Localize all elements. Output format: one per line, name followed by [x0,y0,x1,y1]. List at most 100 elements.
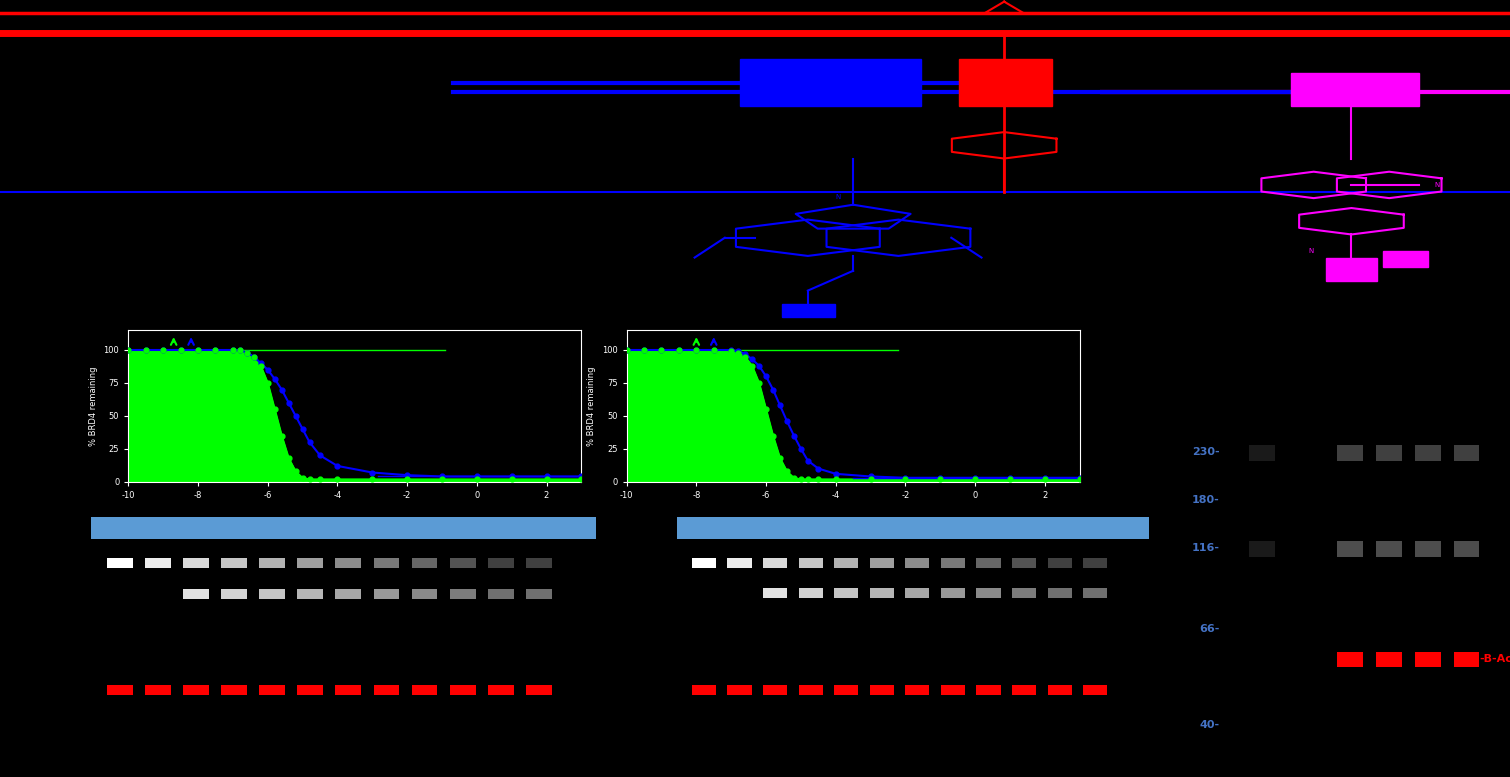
Bar [977,685,1001,695]
Point [726,347,750,359]
Bar [763,588,787,598]
Point [1033,472,1057,484]
Bar [1048,558,1072,568]
Point [963,472,988,484]
Bar [183,558,208,568]
Point [1068,472,1092,484]
Point [667,343,692,356]
Point [823,473,847,486]
Bar [488,685,513,695]
Bar [450,558,476,568]
Bar [297,558,323,568]
Bar [260,685,285,695]
Point [569,470,593,483]
Text: 230-: 230- [63,558,83,566]
Bar [412,589,438,599]
Bar [1083,558,1107,568]
Point [234,347,258,359]
Bar [1376,652,1401,667]
Text: 180-: 180- [63,587,83,597]
Bar [222,685,248,695]
Bar [1376,541,1401,557]
Bar [977,588,1001,598]
Bar [183,589,208,599]
Point [242,350,266,363]
Point [796,455,820,467]
Point [894,473,918,486]
Point [823,468,847,480]
Bar [728,558,752,568]
Point [228,343,252,356]
Point [186,343,210,356]
Point [297,473,322,486]
Point [361,473,385,486]
Point [788,443,812,455]
Point [500,470,524,483]
Bar [1291,73,1419,106]
Point [775,465,799,477]
Bar [1454,652,1480,667]
Point [782,472,806,484]
Point [284,465,308,477]
Bar [763,685,787,695]
Bar [799,685,823,695]
Bar [525,589,551,599]
Point [769,399,793,412]
Point [500,473,524,486]
Point [769,451,793,464]
Bar [297,685,323,695]
Bar [335,589,361,599]
Point [740,360,764,372]
Point [782,430,806,442]
Bar [692,558,716,568]
Bar [1083,588,1107,598]
Point [151,343,175,356]
Bar [870,685,894,695]
Bar [870,588,894,598]
Bar [1326,258,1377,280]
Text: N: N [1434,182,1439,188]
Point [796,473,820,486]
Bar [450,589,476,599]
Text: 66-: 66- [1199,624,1220,634]
Point [465,473,489,486]
Bar [107,685,133,695]
Point [894,472,918,484]
Y-axis label: % BRD4 remaining: % BRD4 remaining [89,366,98,446]
Point [806,473,830,486]
Text: 180-: 180- [1191,495,1220,505]
Bar [183,685,208,695]
Point [667,343,692,356]
Point [116,343,140,356]
Bar [222,558,248,568]
Point [325,473,349,486]
Text: 116-: 116- [1191,543,1220,553]
Point [325,460,349,472]
Point [535,473,559,486]
Bar [1012,558,1036,568]
Text: 40-: 40- [655,730,669,739]
Text: 230-: 230- [651,558,669,566]
Bar [335,685,361,695]
Bar [1012,588,1036,598]
Bar [799,558,823,568]
Bar [799,588,823,598]
Bar [91,517,596,539]
Bar [145,685,171,695]
Bar [373,685,399,695]
Point [775,415,799,427]
Bar [525,685,551,695]
Bar [763,558,787,568]
Point [297,436,322,448]
Point [615,343,639,356]
Point [228,343,252,356]
Point [929,473,953,486]
Point [753,403,778,416]
Point [430,470,455,483]
Bar [834,685,858,695]
Point [753,370,778,382]
Bar [1249,541,1274,557]
Text: BRD4 short: BRD4 short [1111,587,1160,597]
Text: 116-: 116- [651,619,669,628]
Bar [1336,541,1362,557]
